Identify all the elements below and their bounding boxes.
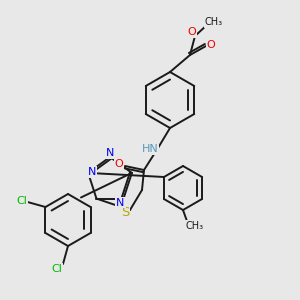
Text: S: S (121, 206, 129, 218)
Text: CH₃: CH₃ (205, 17, 223, 27)
Text: Cl: Cl (52, 264, 62, 274)
Text: CH₃: CH₃ (186, 221, 204, 231)
Text: N: N (88, 167, 96, 177)
Text: N: N (106, 148, 114, 158)
Text: O: O (207, 40, 215, 50)
Text: Cl: Cl (16, 196, 27, 206)
Text: N: N (116, 198, 125, 208)
Text: HN: HN (142, 144, 158, 154)
Text: O: O (115, 159, 123, 169)
Text: O: O (188, 27, 196, 37)
